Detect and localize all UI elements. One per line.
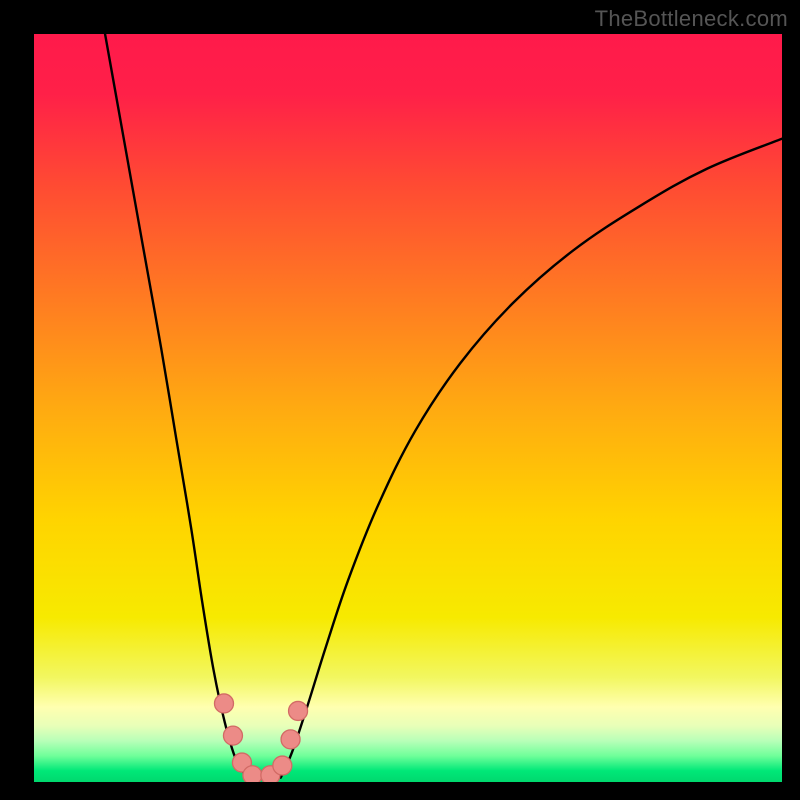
data-marker (214, 694, 233, 713)
data-marker (243, 766, 262, 785)
chart-gradient-bg (34, 34, 782, 782)
chart-svg (0, 0, 800, 800)
data-marker (273, 756, 292, 775)
chart-container: TheBottleneck.com (0, 0, 800, 800)
data-marker (289, 701, 308, 720)
watermark-label: TheBottleneck.com (595, 6, 788, 32)
data-marker (223, 726, 242, 745)
data-marker (281, 730, 300, 749)
